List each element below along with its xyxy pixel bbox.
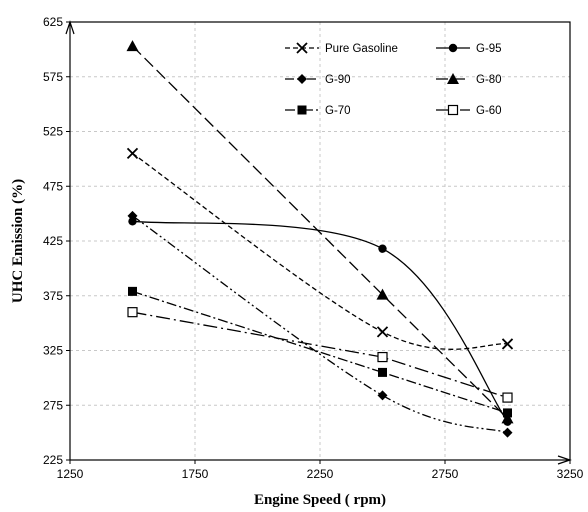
- legend-marker-pure-gasoline: [296, 42, 308, 54]
- series-line-g-80: [132, 45, 508, 419]
- data-point-g-70: [503, 408, 512, 418]
- y-tick-label: 375: [43, 289, 63, 303]
- data-point-g-60: [377, 351, 388, 363]
- x-tick-label: 1750: [182, 467, 209, 481]
- data-point-g-60: [127, 307, 138, 318]
- legend-marker-g-95: [448, 43, 458, 53]
- series-g-70: [128, 286, 512, 418]
- series-line-pure-gasoline: [132, 152, 508, 350]
- data-point-g-95: [128, 217, 137, 226]
- y-tick-label: 525: [43, 125, 63, 139]
- data-point-g-80: [501, 412, 514, 424]
- legend-label: Pure Gasoline: [325, 43, 398, 55]
- data-point-g-95: [378, 244, 387, 253]
- legend-entry-g-95: G-95: [436, 43, 502, 55]
- data-point-pure-gasoline: [501, 338, 514, 350]
- x-tick-label: 1250: [57, 467, 84, 481]
- legend-entry-g-90: G-90: [285, 74, 351, 86]
- y-tick-label: 425: [43, 234, 63, 248]
- series-g-95: [128, 217, 512, 426]
- y-tick-label: 625: [43, 15, 63, 29]
- axis-arrows: [65, 20, 572, 465]
- legend-marker-g-60: [447, 104, 459, 116]
- data-point-pure-gasoline: [376, 326, 389, 338]
- series-g-60: [127, 307, 513, 403]
- data-point-g-80: [126, 40, 139, 52]
- legend-label: G-60: [476, 105, 502, 117]
- legend-label: G-95: [476, 43, 502, 55]
- series-pure-gasoline: [126, 147, 514, 350]
- y-tick-label: 575: [43, 70, 63, 84]
- y-tick-label: 275: [43, 398, 63, 412]
- y-tick-label: 225: [43, 453, 63, 467]
- legend-entry-g-70: G-70: [285, 105, 351, 117]
- legend: Pure Gasoline G-95 G-90 G-80 G-70 G-60: [285, 42, 502, 117]
- x-axis-title: Engine Speed ( rpm): [254, 492, 386, 508]
- series-line-g-70: [132, 290, 508, 414]
- x-tick-label: 2750: [432, 467, 459, 481]
- legend-entry-g-80: G-80: [436, 73, 502, 86]
- x-axis-ticks: 1250 1750 2250 2750 3250: [57, 460, 584, 481]
- legend-entry-pure-gasoline: Pure Gasoline: [285, 42, 398, 55]
- data-point-pure-gasoline: [126, 147, 139, 160]
- series-g-90: [127, 210, 513, 438]
- legend-marker-g-80: [447, 73, 459, 84]
- data-point-g-90: [377, 390, 388, 401]
- series-g-80: [126, 40, 514, 424]
- y-tick-label: 475: [43, 179, 63, 193]
- series-layer: [126, 40, 514, 438]
- legend-marker-g-70: [297, 105, 307, 115]
- legend-marker-g-90: [297, 74, 307, 84]
- data-point-g-90: [502, 427, 513, 438]
- data-point-g-60: [502, 392, 513, 403]
- data-point-g-90: [127, 210, 138, 221]
- legend-label: G-90: [325, 74, 351, 86]
- data-point-g-70: [128, 286, 137, 296]
- y-axis-ticks: 225 275 325 375 425 475 525 575 625: [43, 15, 70, 467]
- legend-entry-g-60: G-60: [436, 104, 502, 117]
- y-axis-title: UHC Emission (%): [10, 179, 26, 303]
- data-point-g-70: [378, 367, 387, 377]
- x-tick-label: 2250: [307, 467, 334, 481]
- x-tick-label: 3250: [557, 467, 584, 481]
- legend-label: G-80: [476, 74, 502, 86]
- grid: [70, 22, 570, 460]
- y-tick-label: 325: [43, 344, 63, 358]
- data-point-g-80: [376, 288, 389, 300]
- series-line-g-90: [132, 215, 508, 434]
- legend-label: G-70: [325, 105, 351, 117]
